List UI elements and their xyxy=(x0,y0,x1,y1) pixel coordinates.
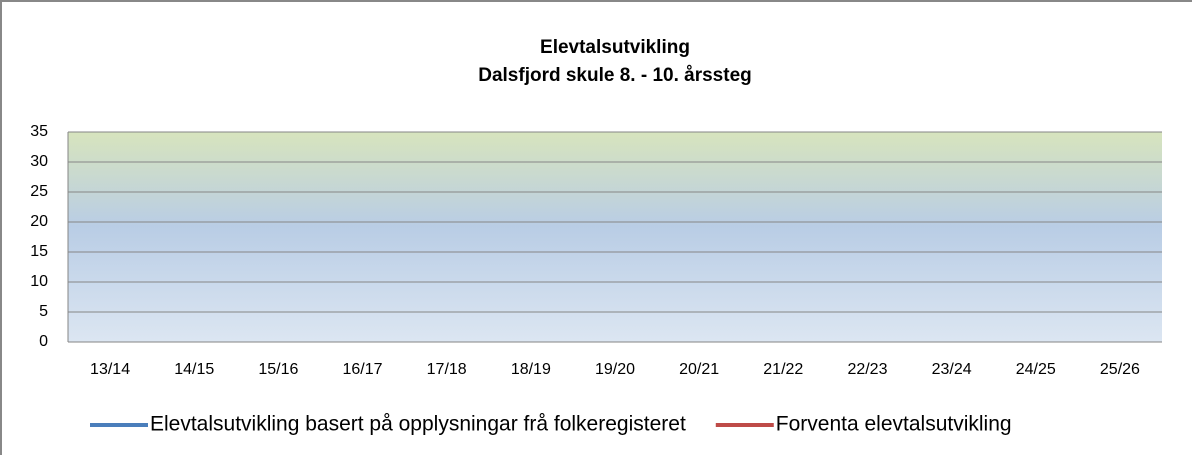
y-tick-label: 10 xyxy=(30,273,48,290)
x-tick-label: 19/20 xyxy=(595,361,635,378)
y-tick-label: 30 xyxy=(30,153,48,170)
y-tick-label: 25 xyxy=(30,183,48,200)
legend-label: Elevtalsutvikling basert på opplysningar… xyxy=(150,413,686,436)
y-tick-label: 15 xyxy=(30,243,48,260)
x-tick-label: 16/17 xyxy=(343,361,383,378)
chart-title: Elevtalsutvikling xyxy=(540,37,690,58)
y-tick-label: 0 xyxy=(39,333,48,350)
x-tick-label: 15/16 xyxy=(258,361,298,378)
y-tick-label: 35 xyxy=(30,123,48,140)
x-tick-label: 24/25 xyxy=(1016,361,1056,378)
plot-area xyxy=(68,132,1162,342)
x-tick-label: 17/18 xyxy=(427,361,467,378)
x-tick-label: 22/23 xyxy=(847,361,887,378)
x-tick-label: 14/15 xyxy=(174,361,214,378)
x-tick-label: 23/24 xyxy=(932,361,972,378)
x-tick-label: 25/26 xyxy=(1100,361,1140,378)
y-tick-label: 20 xyxy=(30,213,48,230)
y-tick-label: 5 xyxy=(39,303,48,320)
x-tick-label: 21/22 xyxy=(763,361,803,378)
legend-label: Forventa elevtalsutvikling xyxy=(776,413,1012,436)
x-tick-label: 13/14 xyxy=(90,361,130,378)
chart-subtitle: Dalsfjord skule 8. - 10. årssteg xyxy=(478,65,752,86)
x-tick-label: 20/21 xyxy=(679,361,719,378)
x-tick-label: 18/19 xyxy=(511,361,551,378)
